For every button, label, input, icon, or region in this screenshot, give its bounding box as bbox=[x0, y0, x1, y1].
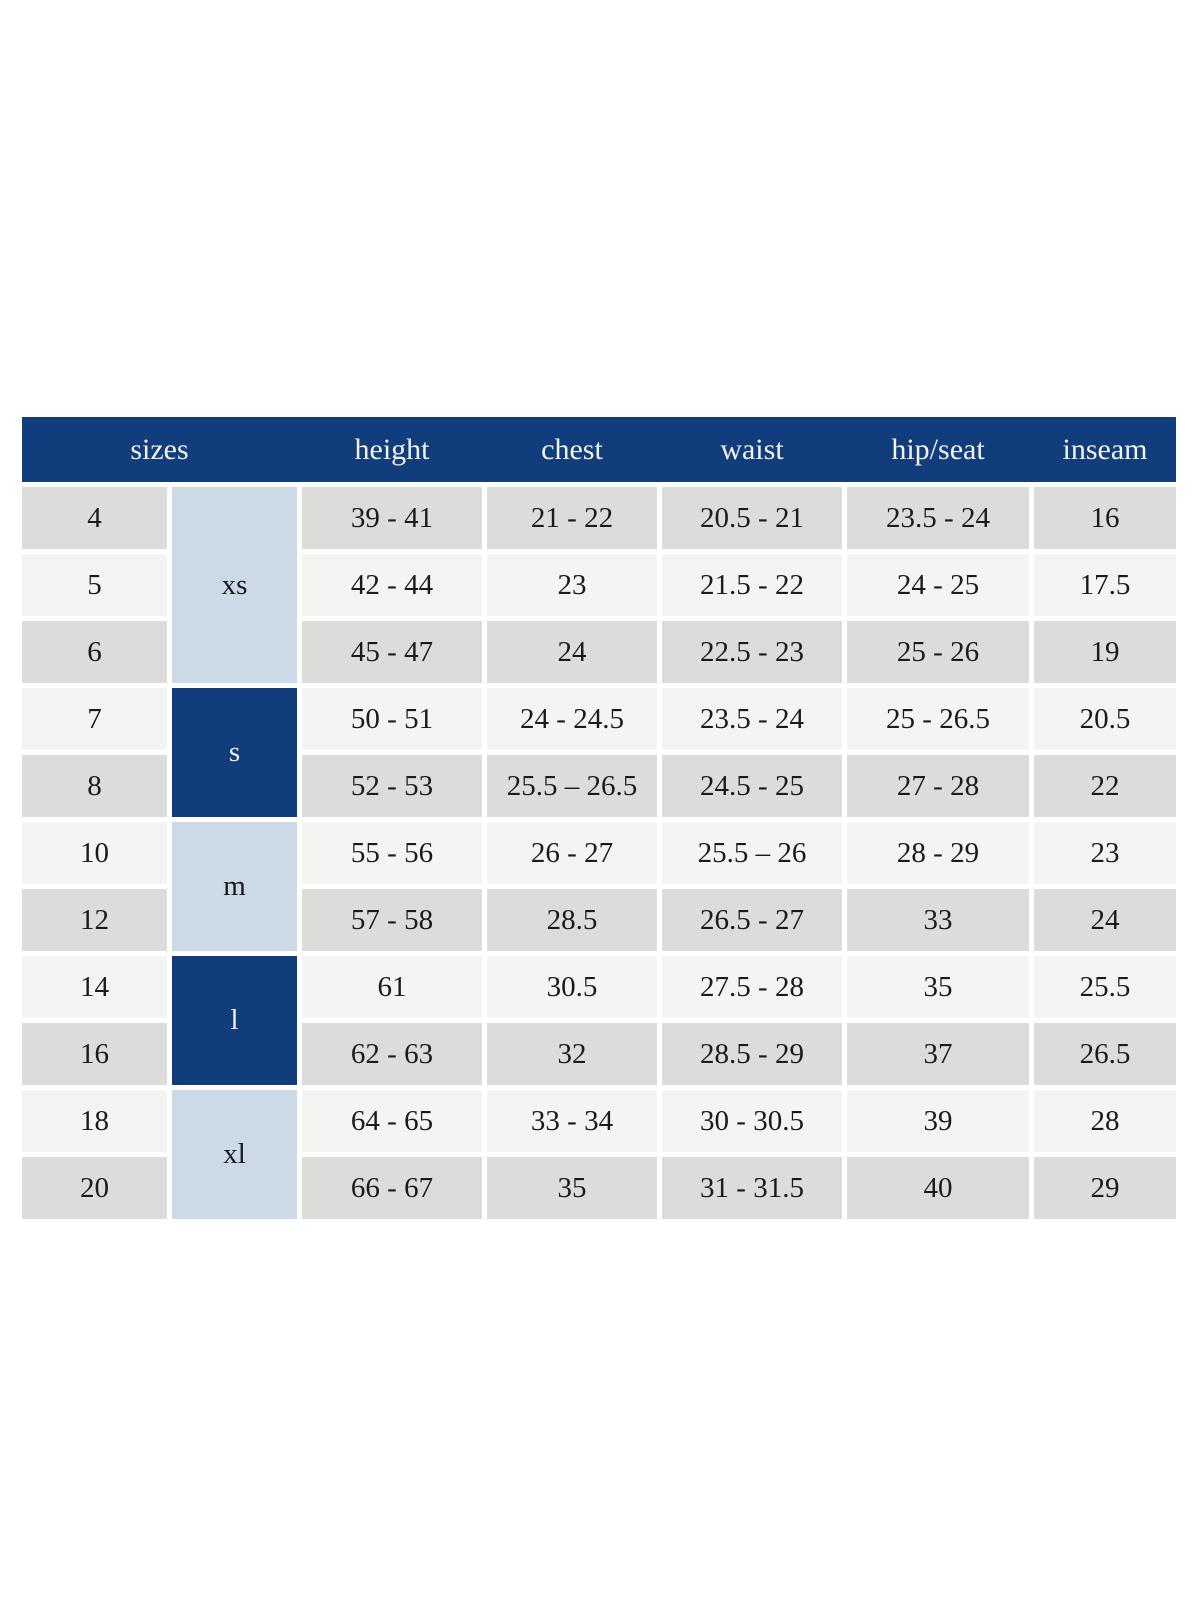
height-cell: 57 - 58 bbox=[302, 889, 482, 951]
size-cell: 5 bbox=[22, 554, 167, 616]
waist-cell: 28.5 - 29 bbox=[662, 1023, 842, 1085]
inseam-cell: 16 bbox=[1034, 487, 1176, 549]
height-cell: 39 - 41 bbox=[302, 487, 482, 549]
header-sizes: sizes bbox=[130, 432, 189, 466]
waist-cell: 23.5 - 24 bbox=[662, 688, 842, 750]
hip-seat-cell: 33 bbox=[847, 889, 1029, 951]
height-cell: 50 - 51 bbox=[302, 688, 482, 750]
hip-seat-cell: 25 - 26 bbox=[847, 621, 1029, 683]
inseam-cell: 20.5 bbox=[1034, 688, 1176, 750]
size-cell: 7 bbox=[22, 688, 167, 750]
inseam-cell: 19 bbox=[1034, 621, 1176, 683]
size-cell: 6 bbox=[22, 621, 167, 683]
inseam-cell: 26.5 bbox=[1034, 1023, 1176, 1085]
size-group-xl: xl bbox=[172, 1090, 297, 1219]
header-waist: waist bbox=[720, 432, 784, 466]
inseam-cell: 28 bbox=[1034, 1090, 1176, 1152]
size-cell: 18 bbox=[22, 1090, 167, 1152]
inseam-cell: 29 bbox=[1034, 1157, 1176, 1219]
waist-cell: 22.5 - 23 bbox=[662, 621, 842, 683]
chest-cell: 32 bbox=[487, 1023, 657, 1085]
waist-cell: 27.5 - 28 bbox=[662, 956, 842, 1018]
size-cell: 12 bbox=[22, 889, 167, 951]
chest-cell: 24 - 24.5 bbox=[487, 688, 657, 750]
chest-cell: 21 - 22 bbox=[487, 487, 657, 549]
hip-seat-cell: 23.5 - 24 bbox=[847, 487, 1029, 549]
chest-cell: 26 - 27 bbox=[487, 822, 657, 884]
chest-cell: 23 bbox=[487, 554, 657, 616]
waist-cell: 24.5 - 25 bbox=[662, 755, 842, 817]
table-header-row: sizes height chest waist hip/seat inseam bbox=[22, 417, 1176, 482]
height-cell: 62 - 63 bbox=[302, 1023, 482, 1085]
waist-cell: 25.5 – 26 bbox=[662, 822, 842, 884]
size-group-m: m bbox=[172, 822, 297, 951]
size-cell: 8 bbox=[22, 755, 167, 817]
size-cell: 4 bbox=[22, 487, 167, 549]
height-cell: 52 - 53 bbox=[302, 755, 482, 817]
waist-cell: 30 - 30.5 bbox=[662, 1090, 842, 1152]
size-cell: 10 bbox=[22, 822, 167, 884]
size-group-xs: xs bbox=[172, 487, 297, 683]
height-cell: 42 - 44 bbox=[302, 554, 482, 616]
hip-seat-cell: 28 - 29 bbox=[847, 822, 1029, 884]
size-group-s: s bbox=[172, 688, 297, 817]
height-cell: 66 - 67 bbox=[302, 1157, 482, 1219]
inseam-cell: 22 bbox=[1034, 755, 1176, 817]
hip-seat-cell: 39 bbox=[847, 1090, 1029, 1152]
waist-cell: 31 - 31.5 bbox=[662, 1157, 842, 1219]
chest-cell: 25.5 – 26.5 bbox=[487, 755, 657, 817]
hip-seat-cell: 37 bbox=[847, 1023, 1029, 1085]
hip-seat-cell: 35 bbox=[847, 956, 1029, 1018]
height-cell: 55 - 56 bbox=[302, 822, 482, 884]
size-chart-table: sizes height chest waist hip/seat inseam… bbox=[22, 417, 1176, 1219]
hip-seat-cell: 40 bbox=[847, 1157, 1029, 1219]
chest-cell: 28.5 bbox=[487, 889, 657, 951]
header-inseam: inseam bbox=[1062, 432, 1148, 466]
header-height: height bbox=[354, 432, 430, 466]
waist-cell: 21.5 - 22 bbox=[662, 554, 842, 616]
inseam-cell: 24 bbox=[1034, 889, 1176, 951]
chest-cell: 24 bbox=[487, 621, 657, 683]
header-hip-seat: hip/seat bbox=[891, 432, 985, 466]
waist-cell: 26.5 - 27 bbox=[662, 889, 842, 951]
waist-cell: 20.5 - 21 bbox=[662, 487, 842, 549]
hip-seat-cell: 24 - 25 bbox=[847, 554, 1029, 616]
chest-cell: 35 bbox=[487, 1157, 657, 1219]
inseam-cell: 17.5 bbox=[1034, 554, 1176, 616]
height-cell: 64 - 65 bbox=[302, 1090, 482, 1152]
hip-seat-cell: 25 - 26.5 bbox=[847, 688, 1029, 750]
hip-seat-cell: 27 - 28 bbox=[847, 755, 1029, 817]
size-cell: 20 bbox=[22, 1157, 167, 1219]
header-chest: chest bbox=[541, 432, 603, 466]
size-cell: 16 bbox=[22, 1023, 167, 1085]
height-cell: 45 - 47 bbox=[302, 621, 482, 683]
chest-cell: 30.5 bbox=[487, 956, 657, 1018]
size-group-l: l bbox=[172, 956, 297, 1085]
height-cell: 61 bbox=[302, 956, 482, 1018]
chest-cell: 33 - 34 bbox=[487, 1090, 657, 1152]
size-cell: 14 bbox=[22, 956, 167, 1018]
inseam-cell: 23 bbox=[1034, 822, 1176, 884]
inseam-cell: 25.5 bbox=[1034, 956, 1176, 1018]
